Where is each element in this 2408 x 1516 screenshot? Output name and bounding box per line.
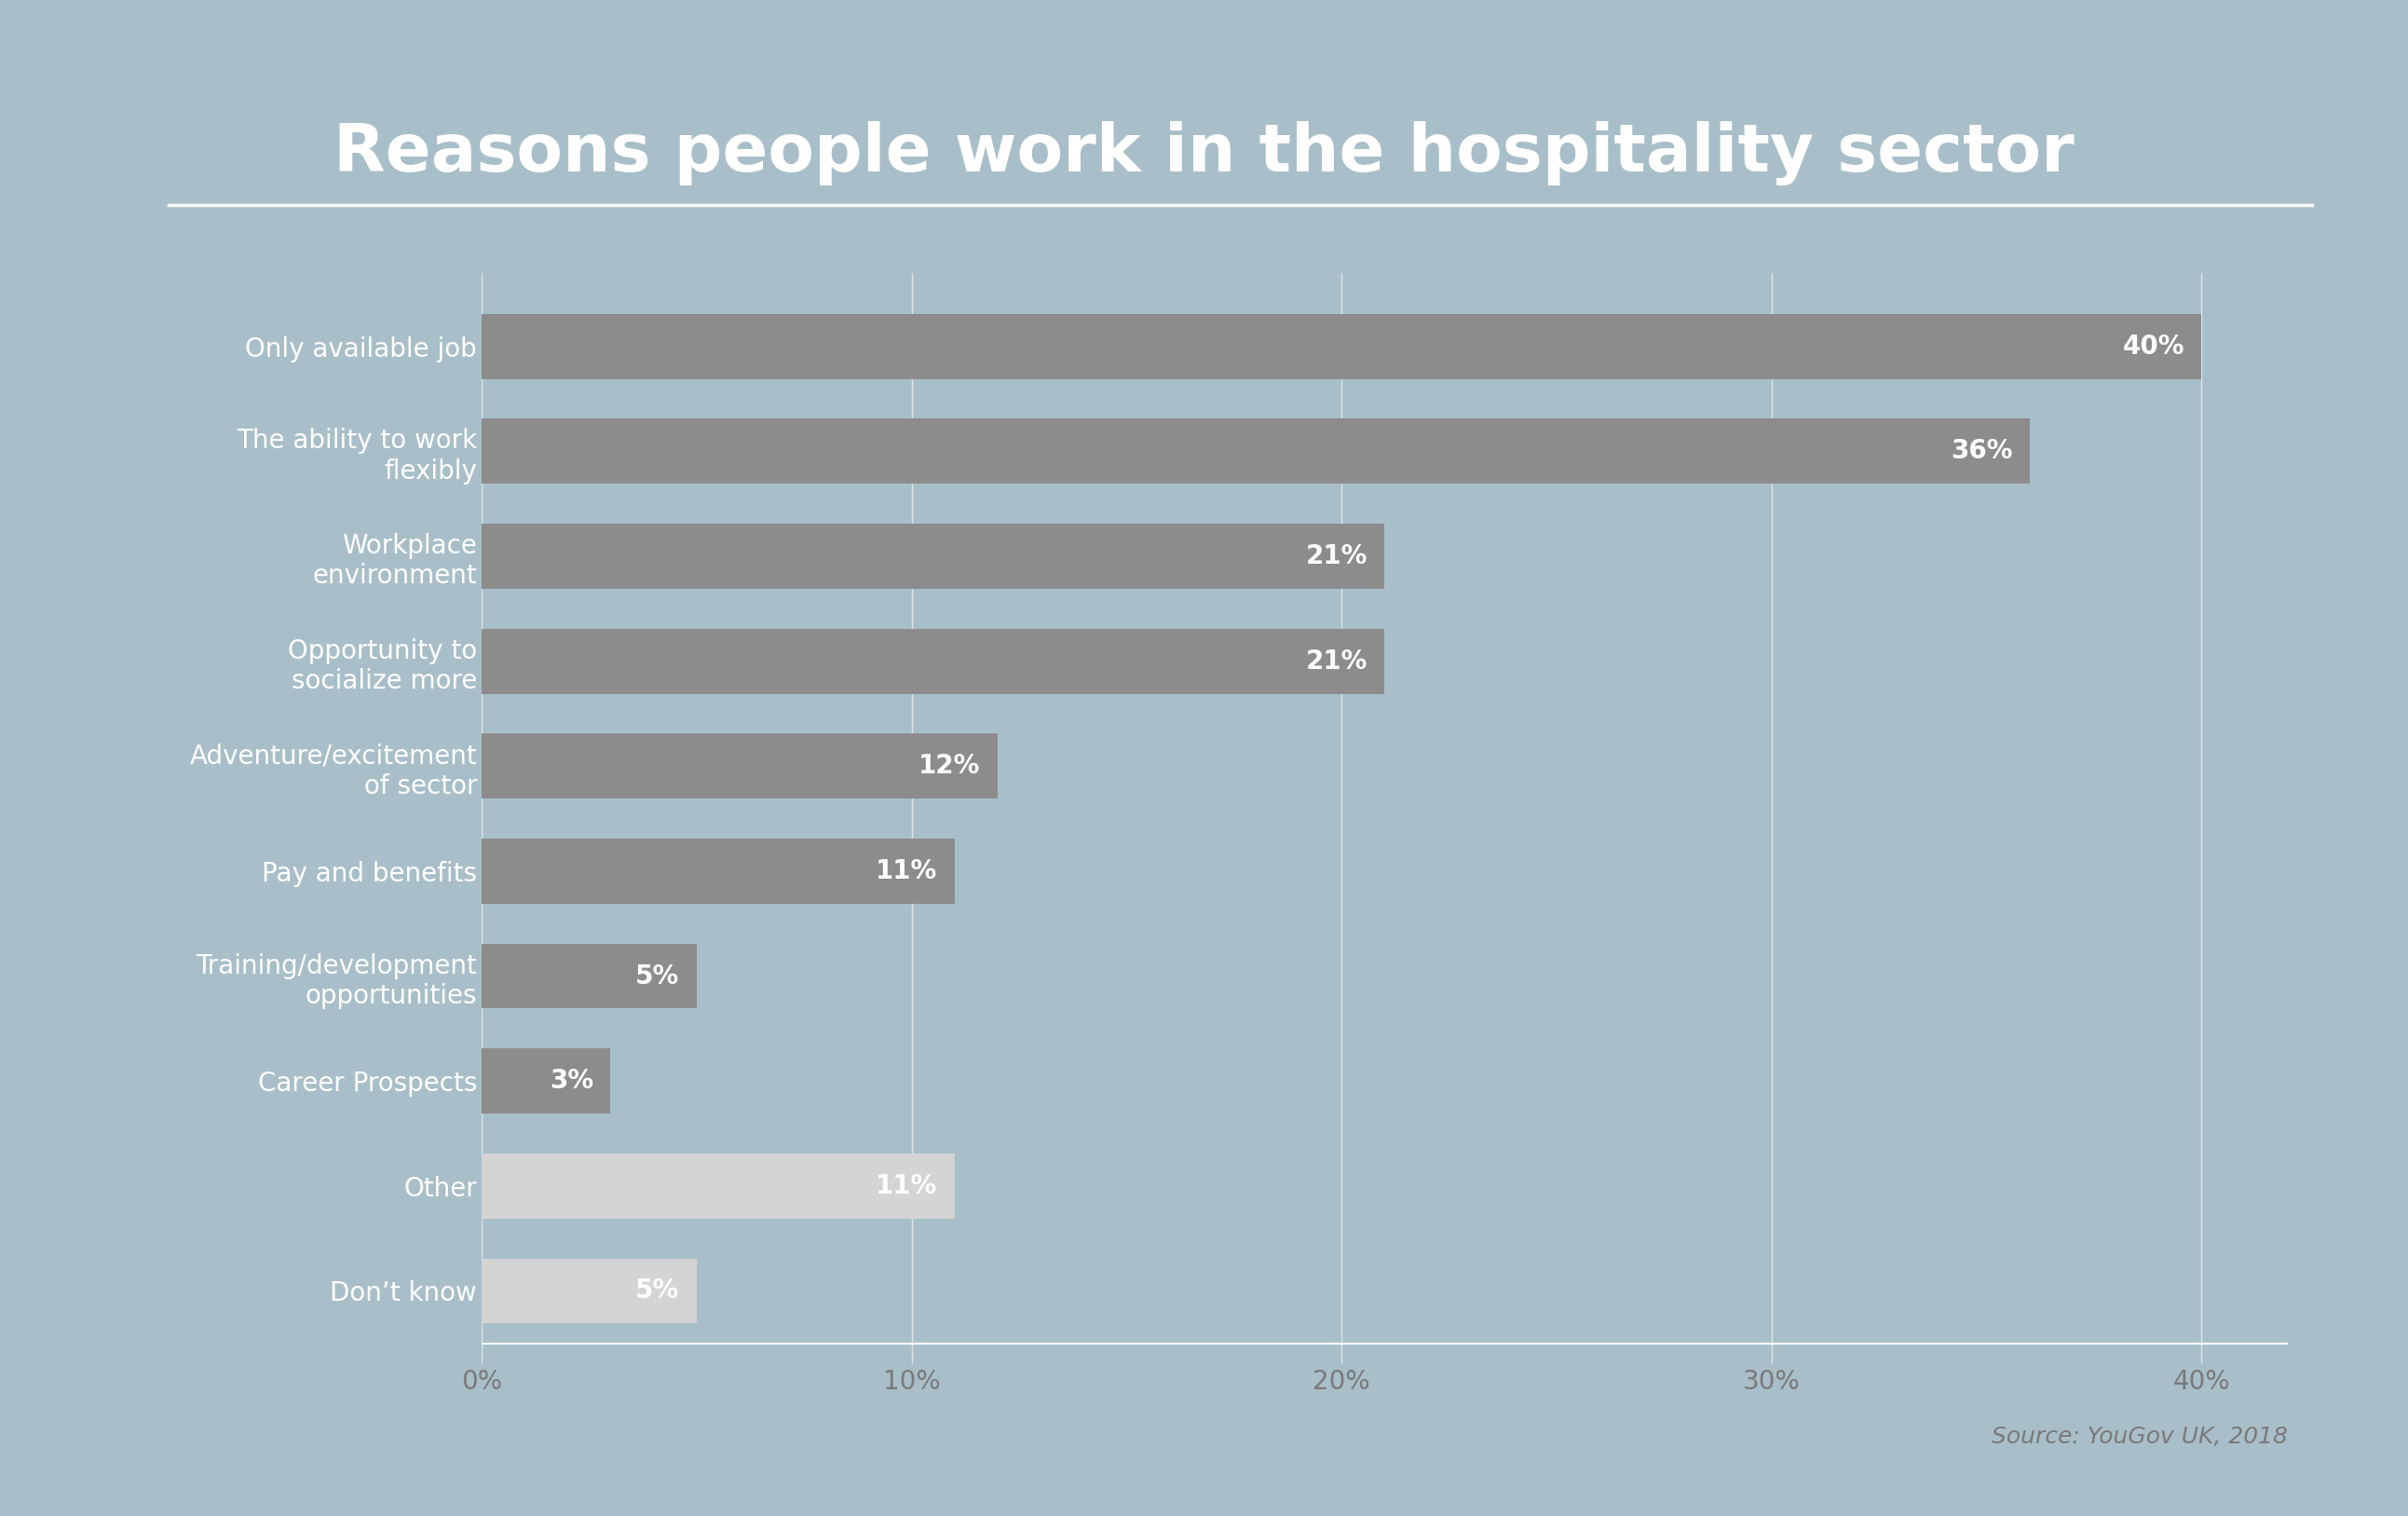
Text: 36%: 36% xyxy=(1950,438,2013,464)
Text: 21%: 21% xyxy=(1305,543,1368,570)
Text: 3%: 3% xyxy=(549,1067,592,1095)
Bar xyxy=(482,1049,612,1114)
Text: 12%: 12% xyxy=(917,753,980,779)
Text: 11%: 11% xyxy=(877,858,937,884)
Bar xyxy=(482,418,2030,484)
Text: 5%: 5% xyxy=(636,1278,679,1304)
Text: 40%: 40% xyxy=(2121,334,2184,359)
Bar xyxy=(482,314,2201,379)
Text: Reasons people work in the hospitality sector: Reasons people work in the hospitality s… xyxy=(335,121,2073,185)
Bar xyxy=(482,1258,696,1323)
Text: 11%: 11% xyxy=(877,1173,937,1199)
Bar xyxy=(482,734,997,799)
Bar xyxy=(482,943,696,1008)
Text: 21%: 21% xyxy=(1305,649,1368,675)
Text: Source: YouGov UK, 2018: Source: YouGov UK, 2018 xyxy=(1991,1425,2288,1448)
Bar xyxy=(482,523,1385,588)
Bar xyxy=(482,629,1385,694)
Bar xyxy=(482,838,954,904)
Bar xyxy=(482,1154,954,1219)
Text: 5%: 5% xyxy=(636,963,679,988)
